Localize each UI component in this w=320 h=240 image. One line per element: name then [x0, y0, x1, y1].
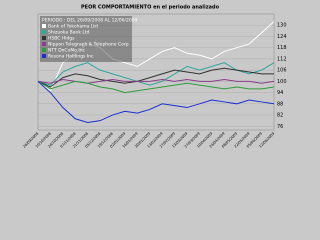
- legend-swatch: [42, 24, 46, 28]
- legend-swatch: [42, 48, 46, 52]
- line: [37, 67, 274, 88]
- legend-swatch: [42, 42, 46, 46]
- y-tick-label: 100: [277, 79, 287, 85]
- legend-subtitle: PERIODO : DEL 26/09/2008 AL 12/06/2009: [42, 18, 138, 24]
- y-tick-label: 82: [277, 113, 283, 119]
- legend-swatch: [42, 36, 46, 40]
- line: [37, 62, 275, 86]
- legend-label: Nippon Telegraph & Telephone Corp: [48, 42, 129, 48]
- y-tick-label: 94: [277, 90, 283, 96]
- legend-label: Resona Holdings Inc: [48, 54, 94, 60]
- y-tick-label: 130: [277, 23, 287, 29]
- chart: PEOR COMPORTAMIENTO en el periodo analiz…: [22, 5, 287, 149]
- y-tick-label: 112: [277, 56, 287, 62]
- y-tick-label: 118: [277, 45, 287, 51]
- y-tick-label: 76: [277, 124, 283, 130]
- legend-label: NTT DoCoMo Inc: [48, 48, 86, 54]
- y-tick-label: 106: [277, 68, 287, 74]
- y-tick-label: 88: [277, 101, 283, 107]
- legend-label: Bank of Yokohama Ltd: [48, 24, 98, 30]
- legend-label: HSBC Hldgs: [48, 36, 75, 42]
- legend: PERIODO : DEL 26/09/2008 AL 12/06/2009Ba…: [40, 16, 138, 62]
- legend-box: [40, 16, 132, 62]
- chart-title: PEOR COMPORTAMIENTO en el periodo analiz…: [81, 5, 220, 11]
- legend-label: Shizuoka Bank Ltd: [48, 30, 90, 36]
- legend-swatch: [42, 54, 46, 58]
- line: [37, 80, 275, 124]
- legend-swatch: [42, 30, 46, 34]
- line: [37, 80, 275, 94]
- y-tick-label: 124: [277, 34, 287, 40]
